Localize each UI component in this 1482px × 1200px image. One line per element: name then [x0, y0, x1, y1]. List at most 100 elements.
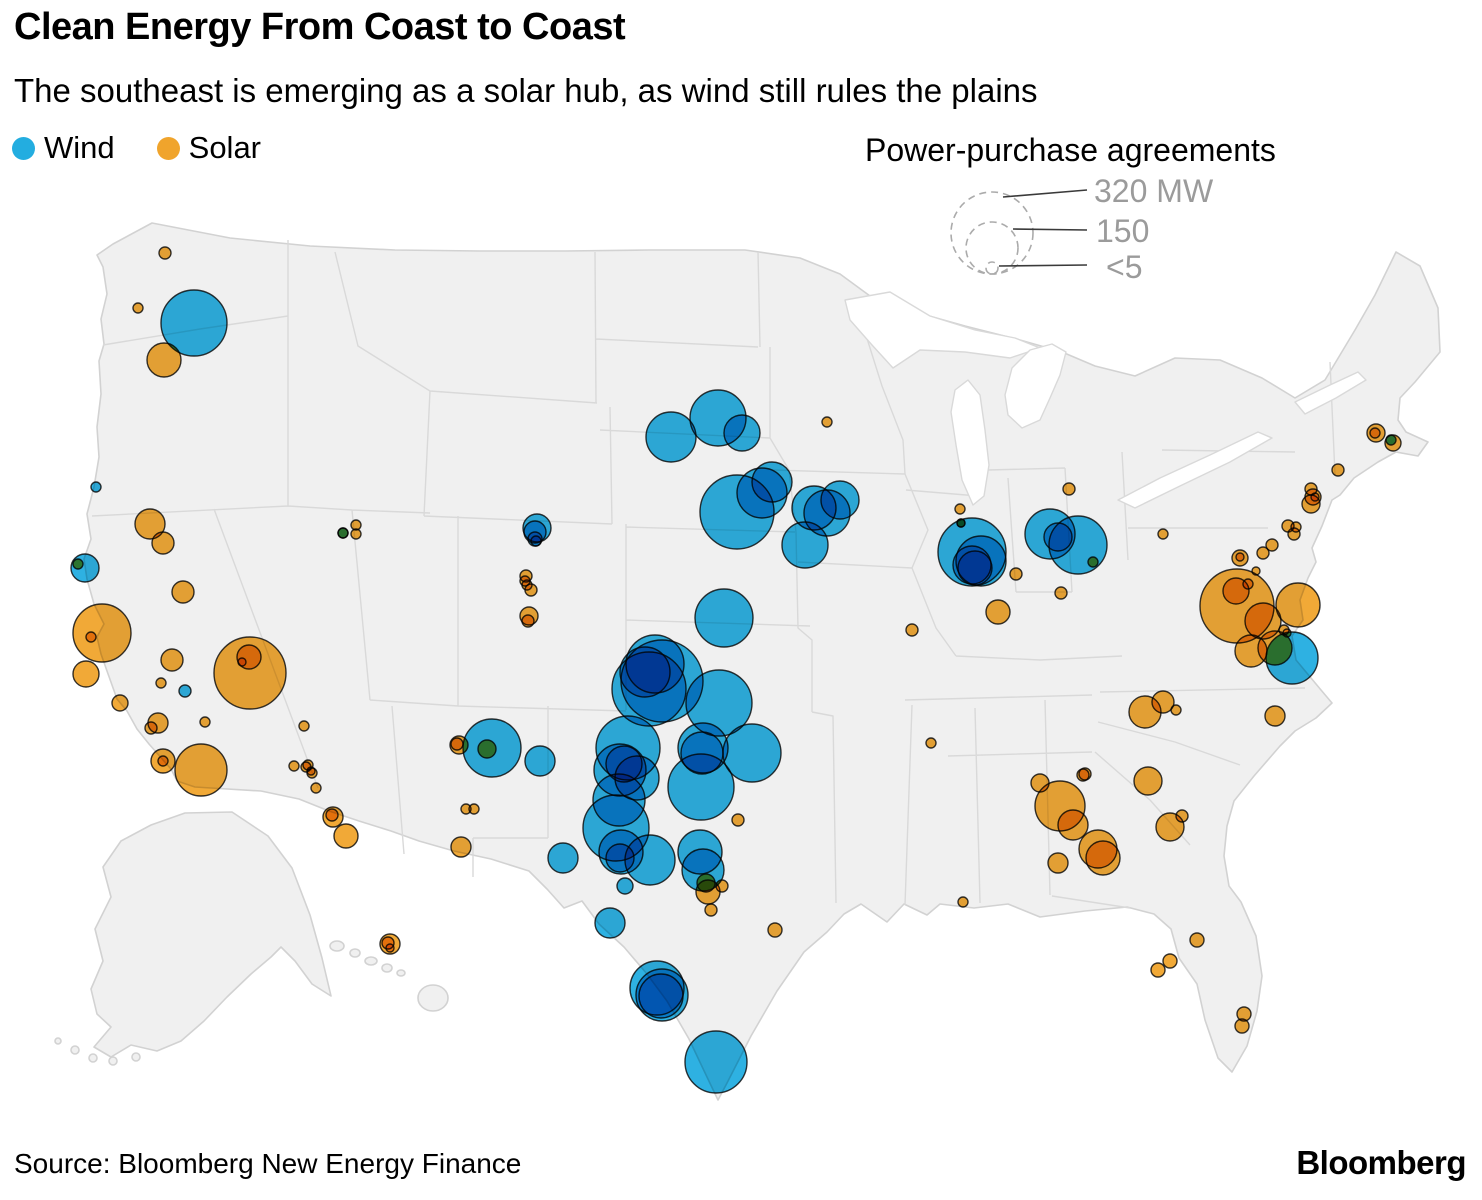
wind-bubble [684, 1030, 748, 1094]
solar-bubble [1265, 538, 1279, 552]
wind-bubble [820, 480, 860, 520]
solar-bubble [144, 721, 158, 735]
wind-bubble [751, 461, 793, 503]
wind-bubble [524, 745, 556, 777]
solar-bubble [157, 755, 169, 767]
wind-bubble [547, 842, 579, 874]
alaska-outline [90, 811, 332, 1058]
solar-bubble [450, 836, 472, 858]
solar-bubble [1085, 840, 1121, 876]
solar-bubble [521, 614, 535, 628]
solar-bubble [171, 580, 195, 604]
wind-dot-icon [12, 136, 35, 160]
solar-bubble [767, 922, 783, 938]
solar-bubble [704, 903, 718, 917]
wind-bubble [1043, 522, 1073, 552]
solar-bubble [521, 579, 533, 591]
solar-bubble [132, 302, 144, 314]
solar-bubble [146, 342, 182, 378]
lake-erie [1117, 431, 1273, 509]
lake-huron [1004, 343, 1067, 429]
wind-bubble [1385, 434, 1397, 446]
wind-bubble [957, 550, 993, 586]
solar-bubble [72, 660, 100, 688]
solar-bubble [954, 503, 966, 515]
solar-bubble [1170, 704, 1182, 716]
solar-bubble [821, 416, 833, 428]
solar-bubble [72, 603, 132, 663]
solar-bubble [1189, 932, 1205, 948]
solar-bubble [468, 803, 480, 815]
solar-bubble [696, 873, 716, 893]
wind-bubble [530, 535, 542, 547]
size-legend-graphic [950, 189, 1088, 275]
wind-bubble [694, 588, 754, 648]
solar-bubble [1369, 427, 1381, 439]
wind-bubble [722, 723, 782, 783]
solar-bubble [1009, 567, 1023, 581]
solar-bubble [174, 743, 228, 797]
solar-bubble [731, 813, 745, 827]
solar-bubble [1057, 809, 1089, 841]
lower-48-outline [83, 222, 1441, 1101]
wind-bubble [594, 907, 626, 939]
solar-bubble [450, 737, 464, 751]
solar-bubble [905, 623, 919, 637]
solar-bubble [111, 694, 129, 712]
solar-bubble [1062, 482, 1076, 496]
wind-bubble [178, 684, 192, 698]
wind-bubble [619, 646, 671, 698]
solar-bubble [1133, 766, 1163, 796]
lake-ontario [1294, 371, 1367, 415]
wind-bubble [160, 289, 228, 357]
solar-bubble [1235, 552, 1245, 562]
size-legend-leader-lines [998, 189, 1088, 267]
solar-bubble [160, 648, 184, 672]
size-legend-title: Power-purchase agreements [865, 132, 1276, 168]
color-legend: Wind Solar [12, 130, 289, 166]
solar-bubble [85, 631, 97, 643]
solar-bubble [337, 527, 349, 539]
page-subtitle: The southeast is emerging as a solar hub… [14, 72, 1038, 109]
solar-bubble [325, 808, 339, 822]
wind-bubble [616, 877, 634, 895]
solar-bubble [385, 943, 395, 953]
wind-bubble [638, 973, 684, 1019]
aleutian-islands [54, 1037, 141, 1066]
solar-bubble [477, 739, 497, 759]
solar-bubble [310, 782, 322, 794]
size-label-150: 150 [1096, 213, 1150, 249]
solar-bubble [1264, 705, 1286, 727]
solar-bubble [1275, 582, 1321, 628]
solar-bubble [715, 879, 729, 893]
solar-bubble [957, 896, 969, 908]
solar-bubble [1087, 556, 1099, 568]
solar-bubble [1078, 767, 1092, 781]
solar-bubble [1310, 492, 1320, 502]
solar-bubble [213, 636, 287, 710]
solar-bubble [1290, 521, 1302, 533]
solar-bubble [1047, 852, 1069, 874]
solar-bubble [1030, 773, 1050, 793]
size-legend-circle [985, 261, 999, 275]
legend-item-wind: Wind [12, 130, 115, 166]
size-label-320mw: 320 MW [1094, 173, 1214, 209]
solar-bubble [1242, 578, 1254, 590]
solar-bubble [306, 766, 316, 776]
solar-bubble [1151, 690, 1175, 714]
solar-legend-label: Solar [188, 130, 262, 165]
lake-michigan [950, 379, 990, 506]
solar-bubble [158, 246, 172, 260]
bubble-layer [70, 246, 1402, 1094]
solar-bubble [1256, 546, 1270, 560]
size-legend-circles [950, 191, 1034, 275]
wind-bubble [605, 745, 643, 783]
source-credit: Source: Bloomberg New Energy Finance [14, 1148, 522, 1179]
solar-bubble [1251, 566, 1261, 576]
great-lakes [844, 291, 1367, 509]
solar-bubble [985, 599, 1011, 625]
solar-bubble [1234, 634, 1268, 668]
wind-bubble [90, 481, 102, 493]
solar-bubble [151, 531, 175, 555]
